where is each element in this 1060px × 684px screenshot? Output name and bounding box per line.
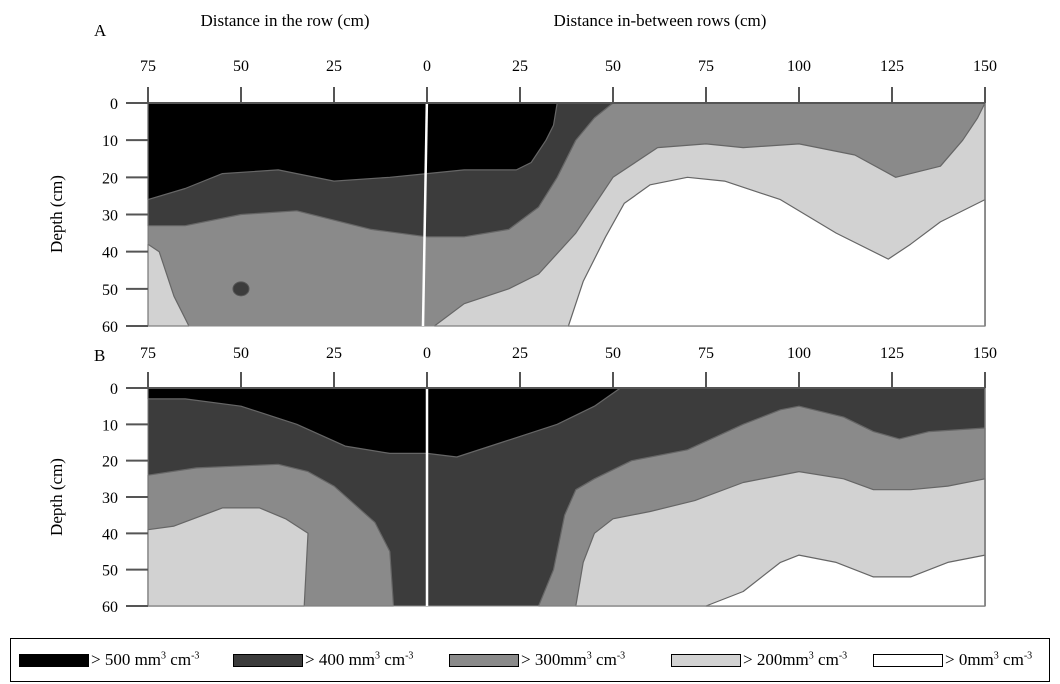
contour-region xyxy=(567,176,986,327)
legend-swatch xyxy=(233,653,303,667)
legend-label: > 200mm3 cm-3 xyxy=(743,650,848,669)
x-header-between: Distance in-between rows (cm) xyxy=(554,11,767,30)
x-tick-label: 25 xyxy=(326,58,342,75)
x-tick-label: 25 xyxy=(326,345,342,362)
y-tick-label: 30 xyxy=(102,208,118,225)
x-tick-label: 25 xyxy=(512,345,528,362)
y-tick-label: 20 xyxy=(102,454,118,471)
legend-item: > 0mm3 cm-3 xyxy=(873,639,1032,681)
y-tick-label: 60 xyxy=(102,599,118,616)
y-tick-label: 50 xyxy=(102,563,118,580)
legend-label: > 0mm3 cm-3 xyxy=(945,650,1033,669)
y-tick-label: 10 xyxy=(102,417,118,434)
legend-item: > 300mm3 cm-3 xyxy=(449,639,625,681)
legend-item: > 200mm3 cm-3 xyxy=(671,639,847,681)
x-tick-label: 0 xyxy=(423,58,431,75)
x-header-row: Distance in the row (cm) xyxy=(201,11,370,30)
legend-label: > 400 mm3 cm-3 xyxy=(305,650,414,669)
root-distribution-chart: Distance in the row (cm) Distance in-bet… xyxy=(47,11,997,616)
x-tick-label: 50 xyxy=(233,58,249,75)
x-tick-label: 150 xyxy=(973,345,997,362)
y-axis-label: Depth (cm) xyxy=(47,458,66,536)
x-tick-label: 100 xyxy=(787,58,811,75)
y-tick-label: 20 xyxy=(102,170,118,187)
x-tick-label: 100 xyxy=(787,345,811,362)
legend-item: > 400 mm3 cm-3 xyxy=(233,639,413,681)
panel-letter: A xyxy=(94,21,107,40)
legend-label: > 500 mm3 cm-3 xyxy=(91,650,200,669)
legend-label: > 300mm3 cm-3 xyxy=(521,650,626,669)
x-tick-label: 125 xyxy=(880,58,904,75)
y-tick-label: 10 xyxy=(102,133,118,150)
y-tick-label: 40 xyxy=(102,526,118,543)
contour-spot xyxy=(232,281,250,297)
x-tick-label: 50 xyxy=(605,345,621,362)
legend-swatch xyxy=(873,653,943,667)
y-axis-label: Depth (cm) xyxy=(47,175,66,253)
y-tick-label: 0 xyxy=(110,96,118,113)
x-tick-label: 50 xyxy=(605,58,621,75)
x-tick-label: 75 xyxy=(698,345,714,362)
panel-letter: B xyxy=(94,346,105,365)
contour-region xyxy=(147,102,558,201)
x-tick-label: 75 xyxy=(698,58,714,75)
x-tick-label: 150 xyxy=(973,58,997,75)
x-tick-label: 75 xyxy=(140,58,156,75)
x-tick-label: 75 xyxy=(140,345,156,362)
contour-region xyxy=(147,387,621,458)
x-tick-label: 50 xyxy=(233,345,249,362)
y-tick-label: 40 xyxy=(102,245,118,262)
x-tick-label: 25 xyxy=(512,58,528,75)
y-tick-label: 0 xyxy=(110,381,118,398)
y-tick-label: 60 xyxy=(102,319,118,336)
row-center-line xyxy=(421,94,429,327)
x-tick-label: 125 xyxy=(880,345,904,362)
legend: > 500 mm3 cm-3 > 400 mm3 cm-3 > 300mm3 cm-… xyxy=(10,638,1050,682)
legend-swatch xyxy=(19,653,89,667)
legend-item: > 500 mm3 cm-3 xyxy=(19,639,199,681)
legend-swatch xyxy=(671,653,741,667)
panel-a: 75 50 25 0 25 50 75 100 125 150 0 10 20 30 40 50 60 Depth… xyxy=(47,21,997,336)
y-tick-label: 50 xyxy=(102,282,118,299)
contour-region xyxy=(575,471,986,607)
y-tick-label: 30 xyxy=(102,490,118,507)
x-tick-label: 0 xyxy=(423,345,431,362)
panel-b: 75 50 25 0 25 50 75 100 125 150 0 10 20 30 40 50 60 Depth… xyxy=(47,345,997,616)
legend-swatch xyxy=(449,653,519,667)
